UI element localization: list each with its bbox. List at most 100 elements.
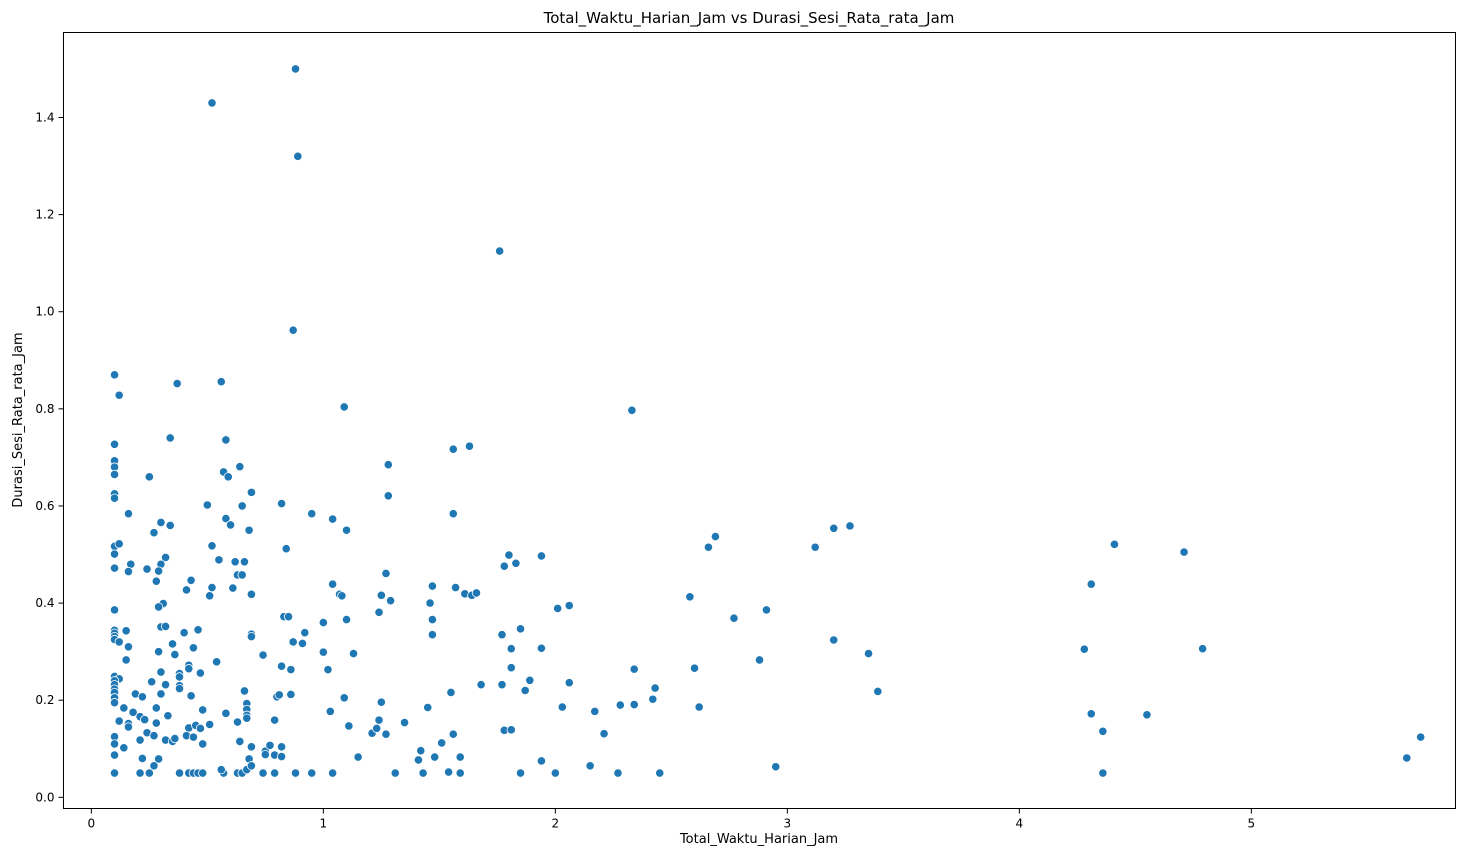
scatter-point xyxy=(167,639,178,649)
scatter-point xyxy=(119,703,129,713)
x-tick-label: 4 xyxy=(1016,817,1024,831)
scatter-point xyxy=(244,525,254,535)
scatter-point xyxy=(710,531,721,542)
scatter-point xyxy=(353,752,363,762)
scatter-point xyxy=(1079,644,1089,654)
scatter-point xyxy=(381,729,391,739)
scatter-point xyxy=(221,513,231,524)
scatter-point xyxy=(123,722,134,732)
x-tick-label: 0 xyxy=(88,817,96,831)
y-axis: 0.0 0.2 0.4 0.6 0.8 1.0 1.2 1.4 xyxy=(35,110,64,804)
scatter-point xyxy=(195,668,205,678)
scatter-point xyxy=(286,689,296,699)
scatter-point xyxy=(318,647,328,657)
scatter-point xyxy=(374,607,384,617)
scatter-point xyxy=(497,680,507,690)
scatter-point xyxy=(151,703,161,713)
scatter-point xyxy=(221,435,231,445)
scatter-point xyxy=(109,469,120,480)
scatter-point xyxy=(446,687,456,698)
scatter-point xyxy=(195,723,205,733)
scatter-point xyxy=(207,582,217,593)
scatter-point xyxy=(144,768,154,778)
scatter-point xyxy=(564,678,574,688)
scatter-point xyxy=(114,390,124,400)
scatter-point xyxy=(246,487,257,497)
scatter-point xyxy=(281,544,291,554)
scatter-point xyxy=(293,151,303,161)
scatter-point xyxy=(246,589,257,599)
scatter-point xyxy=(276,498,287,509)
scatter-point xyxy=(499,561,509,571)
scatter-point xyxy=(147,677,157,687)
y-tick-label: 0.6 xyxy=(35,499,54,513)
scatter-point xyxy=(174,672,185,682)
scatter-point xyxy=(307,768,317,778)
scatter-point xyxy=(761,605,772,615)
scatter-point xyxy=(348,648,359,659)
scatter-point xyxy=(154,566,164,576)
scatter-point xyxy=(239,557,250,567)
scatter-point xyxy=(627,405,637,415)
scatter-point xyxy=(374,715,384,725)
scatter-point xyxy=(246,742,257,752)
scatter-point xyxy=(448,729,458,739)
scatter-point xyxy=(274,690,284,700)
scatter-point xyxy=(376,590,386,600)
scatter-point xyxy=(140,715,150,725)
scatter-point xyxy=(230,557,240,567)
scatter-point xyxy=(246,631,257,642)
scatter-point xyxy=(536,643,547,653)
scatter-point xyxy=(550,768,560,778)
scatter-point xyxy=(771,762,781,772)
scatter-point xyxy=(300,628,310,638)
scatter-point xyxy=(174,768,185,778)
scatter-point xyxy=(212,657,222,667)
scatter-point xyxy=(444,767,454,777)
y-tick-label: 0.2 xyxy=(35,693,54,707)
scatter-point xyxy=(109,698,120,708)
scatter-point xyxy=(694,702,704,712)
scatter-point xyxy=(142,564,152,574)
y-tick-label: 0.0 xyxy=(35,790,54,804)
scatter-point xyxy=(504,550,514,560)
scatter-point xyxy=(655,768,665,778)
scatter-point xyxy=(109,605,120,615)
scatter-point xyxy=(276,751,287,762)
scatter-point xyxy=(754,655,765,665)
scatter-point xyxy=(188,643,199,653)
scatter-point xyxy=(114,716,124,726)
scatter-point xyxy=(270,768,280,778)
scatter-point xyxy=(423,702,433,713)
scatter-point xyxy=(288,325,298,335)
scatter-point xyxy=(390,768,400,778)
scatter-point xyxy=(1086,709,1096,719)
scatter-point xyxy=(341,525,352,535)
scatter-point xyxy=(1098,768,1108,778)
y-tick-label: 0.4 xyxy=(35,596,54,610)
scatter-point xyxy=(689,663,700,673)
scatter-point xyxy=(318,617,328,628)
scatter-point xyxy=(1109,539,1120,549)
scatter-point xyxy=(184,664,194,674)
scatter-point xyxy=(179,628,189,638)
x-axis-label: Total_Waktu_Harian_Jam xyxy=(679,832,838,847)
scatter-point xyxy=(416,746,426,756)
scatter-point xyxy=(151,576,161,586)
scatter-point xyxy=(590,706,600,716)
scatter-point xyxy=(154,602,164,612)
scatter-point xyxy=(165,520,175,530)
scatter-point xyxy=(418,768,428,778)
scatter-point xyxy=(276,661,287,671)
scatter-point xyxy=(1142,710,1152,720)
scatter-point xyxy=(729,613,739,623)
scatter-point xyxy=(265,740,275,750)
scatter-point xyxy=(427,581,437,591)
scatter-point xyxy=(235,462,245,472)
scatter-point xyxy=(497,630,507,640)
scatter-point xyxy=(235,736,245,747)
scatter-point xyxy=(328,768,338,778)
scatter-point xyxy=(290,768,301,778)
scatter-point xyxy=(1402,753,1412,763)
